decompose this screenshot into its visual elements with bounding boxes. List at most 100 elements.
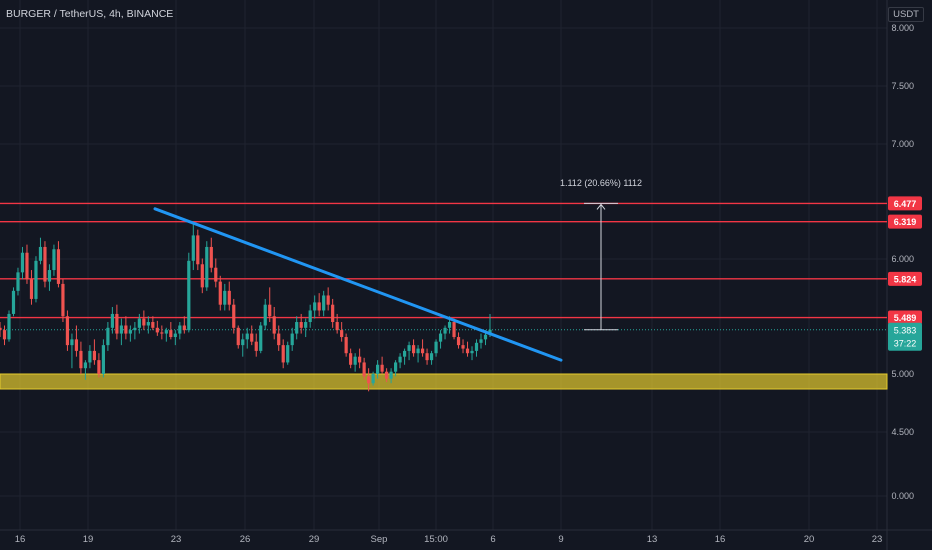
candle-body[interactable]	[367, 376, 371, 384]
candle-body[interactable]	[407, 345, 411, 351]
candle-body[interactable]	[209, 246, 213, 268]
level-price-tag[interactable]	[888, 214, 922, 229]
candle-body[interactable]	[358, 356, 362, 363]
candle-body[interactable]	[290, 333, 294, 346]
support-zone[interactable]	[0, 373, 888, 390]
candle-body[interactable]	[411, 345, 416, 354]
candle-body[interactable]	[308, 310, 312, 323]
candle-body[interactable]	[34, 260, 38, 299]
candle-body[interactable]	[304, 322, 308, 328]
candle-body[interactable]	[385, 371, 389, 379]
candle-body[interactable]	[88, 350, 92, 363]
candle-body[interactable]	[456, 337, 461, 346]
candle-body[interactable]	[349, 353, 353, 365]
candle-body[interactable]	[232, 304, 236, 328]
candle-body[interactable]	[160, 332, 164, 334]
candle-body[interactable]	[479, 339, 483, 343]
candle-body[interactable]	[380, 364, 384, 372]
candle-body[interactable]	[20, 252, 25, 273]
candle-body[interactable]	[97, 360, 101, 374]
candle-body[interactable]	[38, 246, 43, 261]
candle-body[interactable]	[196, 235, 200, 265]
candle-body[interactable]	[223, 290, 227, 305]
level-price-tag[interactable]	[888, 310, 922, 325]
candle-body[interactable]	[452, 322, 456, 338]
candle-body[interactable]	[335, 322, 339, 331]
candle-body[interactable]	[200, 264, 204, 288]
candle-body[interactable]	[74, 339, 79, 351]
level-price-tag[interactable]	[888, 271, 922, 286]
candle-body[interactable]	[317, 302, 321, 311]
candle-body[interactable]	[164, 330, 168, 334]
candle-body[interactable]	[47, 270, 52, 282]
candle-body[interactable]	[299, 322, 303, 328]
candle-body[interactable]	[124, 325, 128, 334]
candle-body[interactable]	[191, 235, 195, 261]
candle-body[interactable]	[483, 334, 488, 340]
candle-body[interactable]	[0, 327, 2, 331]
candle-body[interactable]	[128, 330, 132, 334]
candle-body[interactable]	[272, 316, 276, 334]
candle-body[interactable]	[169, 330, 173, 338]
candle-body[interactable]	[137, 318, 141, 328]
candle-body[interactable]	[326, 295, 330, 305]
candle-body[interactable]	[83, 362, 88, 369]
candle-body[interactable]	[227, 290, 231, 305]
candle-body[interactable]	[353, 356, 357, 365]
candle-body[interactable]	[2, 330, 7, 340]
candle-body[interactable]	[25, 252, 29, 280]
candle-body[interactable]	[416, 348, 420, 354]
candle-body[interactable]	[101, 345, 105, 374]
candle-body[interactable]	[146, 322, 150, 326]
candle-body[interactable]	[56, 249, 61, 284]
candle-body[interactable]	[173, 333, 177, 338]
candle-body[interactable]	[438, 333, 443, 342]
candle-body[interactable]	[286, 345, 290, 363]
candle-body[interactable]	[250, 333, 254, 342]
candle-body[interactable]	[443, 327, 447, 334]
candle-body[interactable]	[344, 337, 348, 354]
candle-body[interactable]	[461, 345, 465, 349]
symbol-title[interactable]: BURGER / TetherUS, 4h, BINANCE	[6, 8, 174, 20]
candle-body[interactable]	[52, 249, 56, 271]
candle-body[interactable]	[376, 364, 380, 374]
candle-body[interactable]	[245, 333, 249, 340]
candle-body[interactable]	[389, 371, 393, 379]
candle-body[interactable]	[447, 322, 452, 328]
candle-body[interactable]	[402, 350, 407, 357]
candle-body[interactable]	[465, 348, 470, 354]
level-price-tag[interactable]	[888, 196, 922, 211]
candle-body[interactable]	[65, 316, 70, 346]
candle-body[interactable]	[371, 374, 375, 384]
candle-body[interactable]	[241, 339, 245, 346]
candle-body[interactable]	[429, 353, 434, 361]
candle-body[interactable]	[420, 348, 425, 354]
candle-body[interactable]	[313, 302, 317, 311]
currency-badge[interactable]: USDT	[888, 7, 924, 22]
candle-body[interactable]	[11, 290, 16, 314]
candle-body[interactable]	[7, 313, 11, 340]
candle-body[interactable]	[277, 333, 281, 346]
candle-body[interactable]	[470, 350, 474, 354]
candle-body[interactable]	[295, 322, 299, 334]
candle-body[interactable]	[214, 267, 218, 282]
candle-body[interactable]	[178, 325, 182, 334]
candle-body[interactable]	[331, 304, 335, 323]
candle-body[interactable]	[322, 295, 326, 311]
candle-body[interactable]	[70, 339, 74, 346]
candle-body[interactable]	[155, 327, 159, 333]
candle-body[interactable]	[425, 353, 429, 361]
candle-body[interactable]	[398, 356, 402, 363]
candle-body[interactable]	[182, 325, 186, 331]
candle-body[interactable]	[79, 350, 83, 369]
candle-body[interactable]	[218, 281, 222, 305]
candle-body[interactable]	[119, 325, 123, 334]
candle-body[interactable]	[434, 341, 438, 354]
candle-body[interactable]	[393, 362, 398, 372]
trendline[interactable]	[153, 207, 563, 362]
candle-body[interactable]	[110, 313, 114, 328]
candle-body[interactable]	[151, 322, 155, 328]
candle-body[interactable]	[115, 313, 119, 334]
candle-body[interactable]	[43, 246, 47, 282]
